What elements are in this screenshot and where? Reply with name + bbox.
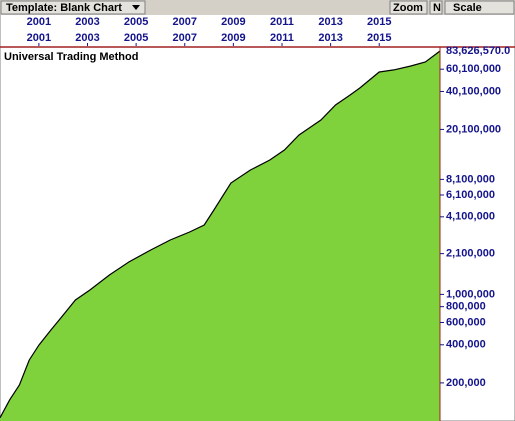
x-tick-label: 2003 (75, 16, 99, 28)
equity-line (0, 50, 441, 419)
y-tick-label: 20,100,000 (446, 123, 501, 135)
y-tick-label: 8,100,000 (446, 173, 495, 185)
x-tick-label: 2009 (221, 32, 245, 44)
y-tick-label: 60,100,000 (446, 63, 501, 75)
dropdown-arrow[interactable] (132, 5, 140, 10)
y-tick-label: 40,100,000 (446, 85, 501, 97)
y-tick-label: 800,000 (446, 301, 486, 313)
y-tick-label: 6,100,000 (446, 189, 495, 201)
x-tick-label: 2013 (318, 16, 342, 28)
y-tick-label: 200,000 (446, 377, 486, 389)
x-tick-label: 2015 (367, 32, 391, 44)
y-tick-label: 600,000 (446, 316, 486, 328)
x-tick-label: 2003 (75, 32, 99, 44)
x-tick-label: 2007 (173, 16, 197, 28)
x-tick-label: 2005 (124, 16, 148, 28)
zoom-label[interactable]: Zoom (393, 2, 423, 14)
x-tick-label: 2009 (221, 16, 245, 28)
x-tick-label: 2001 (27, 32, 51, 44)
template-button[interactable] (0, 0, 146, 15)
x-tick-label: 2001 (27, 16, 51, 28)
x-tick-label: 2005 (124, 32, 148, 44)
y-tick-label: 4,100,000 (446, 211, 495, 223)
scale-label[interactable]: Scale (453, 2, 482, 14)
last-value-label: 83,626,570.0 (446, 45, 510, 57)
x-tick-label: 2013 (318, 32, 342, 44)
y-tick-label: 1,000,000 (446, 288, 495, 300)
x-tick-label: 2007 (173, 32, 197, 44)
template-label[interactable]: Template: Blank Chart (6, 2, 122, 14)
n-label[interactable]: N (433, 2, 441, 14)
y-tick-label: 2,100,000 (446, 248, 495, 260)
chart-title: Universal Trading Method (4, 51, 138, 63)
zoom-button[interactable] (389, 0, 428, 15)
x-tick-label: 2011 (270, 16, 294, 28)
n-button[interactable] (429, 0, 443, 15)
area-fill (0, 51, 440, 421)
x-tick-label: 2011 (270, 32, 294, 44)
x-tick-label: 2015 (367, 16, 391, 28)
scale-button[interactable] (444, 0, 515, 15)
y-tick-label: 400,000 (446, 339, 486, 351)
